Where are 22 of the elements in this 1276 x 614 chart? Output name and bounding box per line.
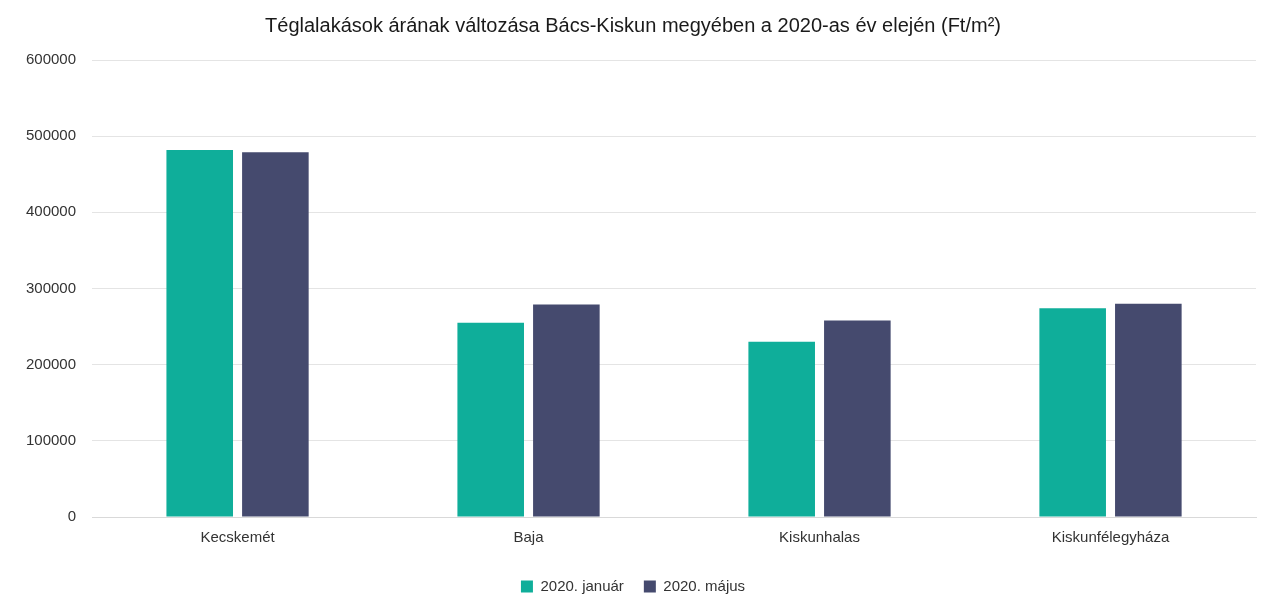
y-tick-label: 100000	[25, 430, 77, 448]
legend-label: 2020. január	[540, 576, 624, 594]
x-tick-label: Baja	[513, 528, 545, 546]
x-tick-label: Kecskemét	[200, 528, 276, 546]
bar	[1039, 308, 1106, 517]
bar	[533, 304, 600, 517]
bar	[1115, 303, 1182, 517]
y-tick-label: 300000	[25, 278, 77, 296]
y-tick-label: 200000	[25, 354, 77, 372]
y-tick-label: 0	[67, 507, 77, 525]
bar	[242, 152, 309, 517]
x-tick-label: Kiskunhalas	[779, 528, 860, 546]
x-tick-label: Kiskunfélegyháza	[1051, 528, 1170, 546]
legend-label: 2020. május	[663, 576, 746, 594]
bar	[748, 341, 815, 517]
bar	[824, 320, 891, 517]
y-tick-label: 400000	[25, 202, 77, 220]
bar	[457, 322, 524, 517]
bar	[166, 149, 234, 517]
chart-title: Téglalakások árának változása Bács-Kiskun megyében a 2020-as év elején (Ft/m²)	[265, 13, 1001, 36]
y-tick-label: 600000	[25, 50, 77, 68]
y-tick-label: 500000	[25, 126, 77, 144]
